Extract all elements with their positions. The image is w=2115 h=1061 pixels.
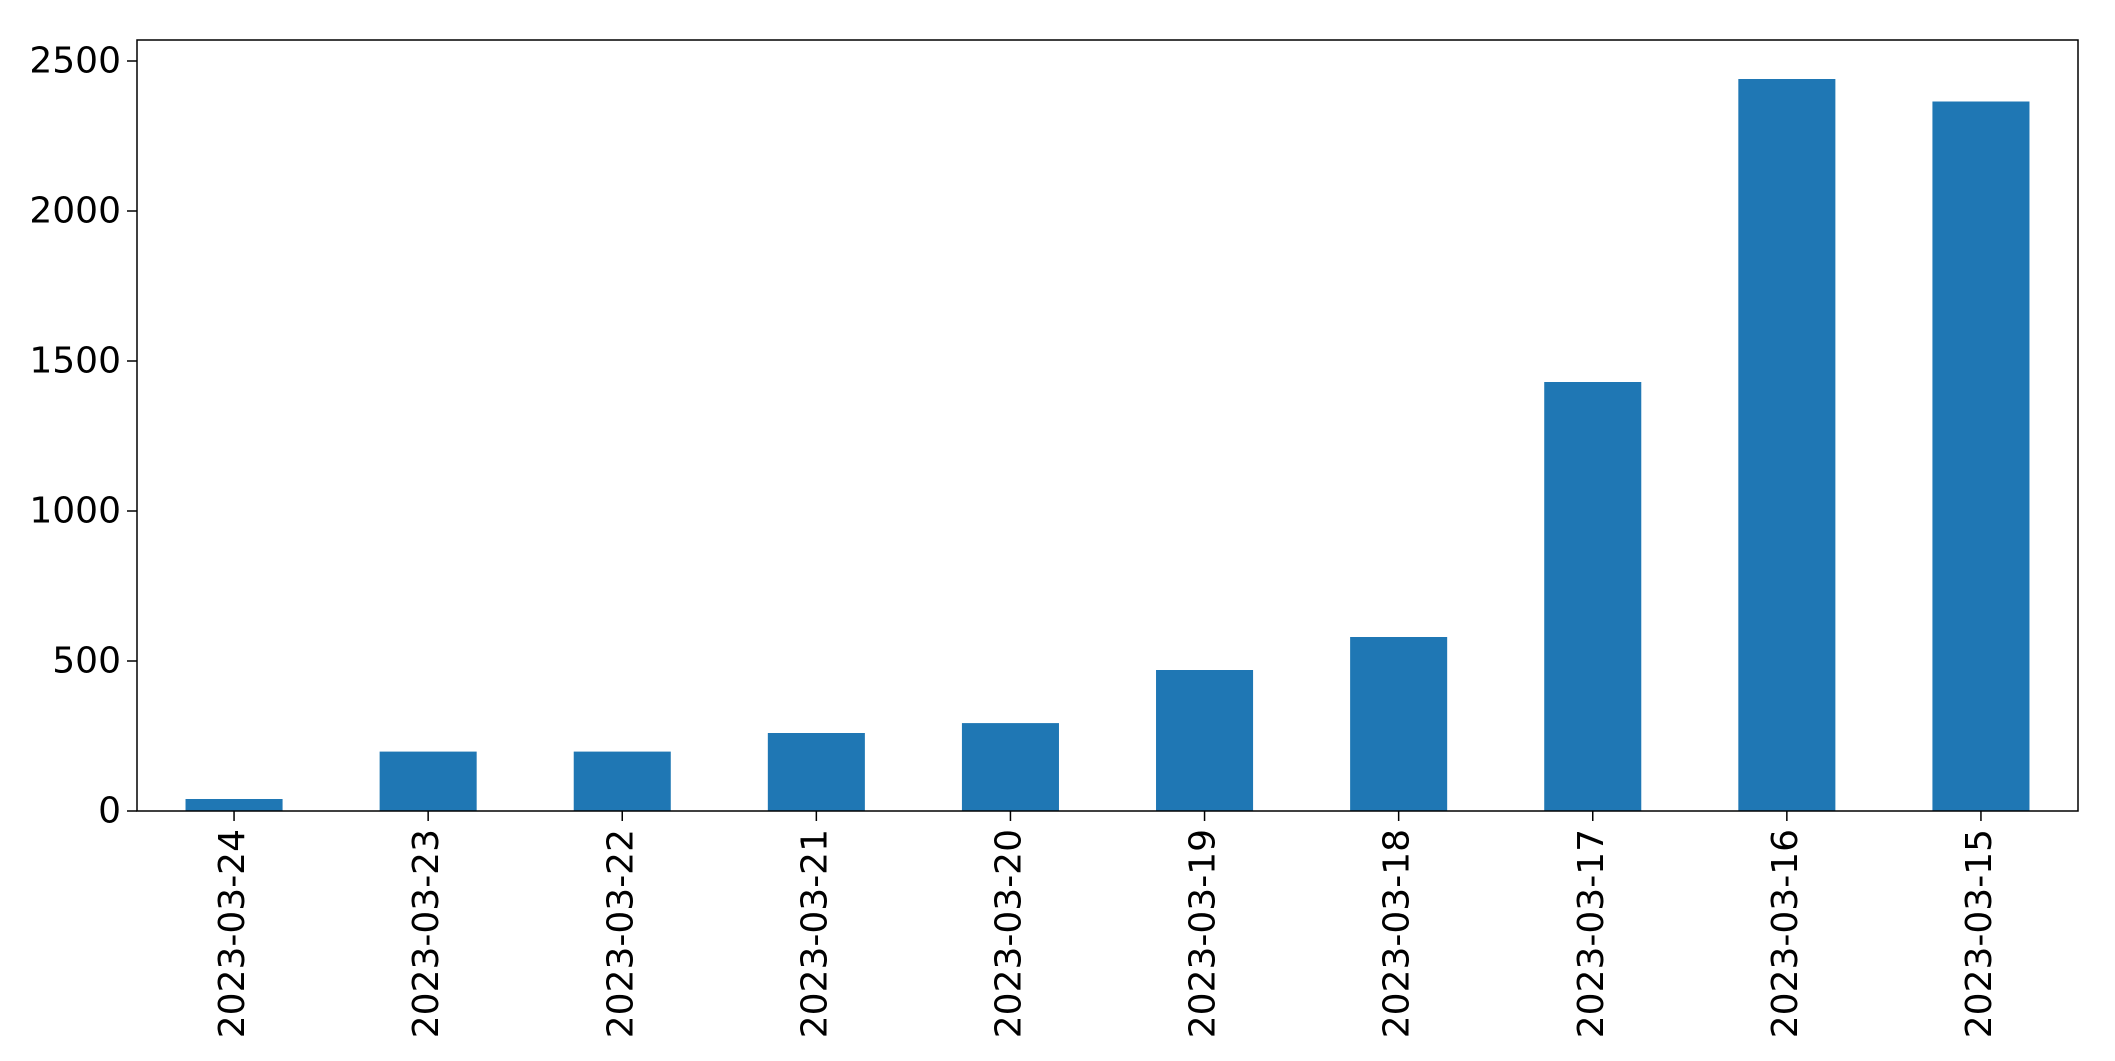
bar-2023-03-24 (185, 799, 283, 811)
y-tick-label: 1000 (29, 491, 121, 532)
x-tick-label: 2023-03-24 (212, 829, 253, 1038)
y-tick-label: 2500 (29, 41, 121, 82)
bar-2023-03-18 (1350, 637, 1448, 811)
y-axis: 0 500 1000 1500 2000 2500 (29, 41, 137, 832)
y-tick-label: 500 (52, 641, 121, 682)
y-tick-label: 2000 (29, 191, 121, 232)
x-tick-label: 2023-03-19 (1183, 829, 1224, 1038)
bar-2023-03-16 (1738, 79, 1836, 811)
x-tick-label: 2023-03-23 (406, 829, 447, 1038)
x-tick-label: 2023-03-16 (1765, 829, 1806, 1038)
x-tick-label: 2023-03-21 (794, 829, 835, 1038)
y-tick-label: 0 (98, 791, 121, 832)
bar-2023-03-19 (1156, 670, 1254, 811)
bar-2023-03-22 (573, 751, 671, 811)
bar-2023-03-17 (1544, 382, 1642, 811)
bar-2023-03-21 (767, 733, 865, 811)
plot-frame (136, 39, 2079, 812)
y-tick-label: 1500 (29, 341, 121, 382)
x-tick-label: 2023-03-17 (1571, 829, 1612, 1038)
x-tick-label: 2023-03-18 (1377, 829, 1418, 1038)
x-tick-label: 2023-03-22 (600, 829, 641, 1038)
bars (185, 79, 2030, 811)
bar-2023-03-15 (1932, 101, 2030, 811)
bar-2023-03-20 (961, 723, 1059, 811)
bar-2023-03-23 (379, 751, 477, 811)
x-tick-label: 2023-03-15 (1959, 829, 2000, 1038)
x-axis: 2023-03-24 2023-03-23 2023-03-22 2023-03-21… (212, 811, 2000, 1038)
x-tick-label: 2023-03-20 (988, 829, 1029, 1038)
